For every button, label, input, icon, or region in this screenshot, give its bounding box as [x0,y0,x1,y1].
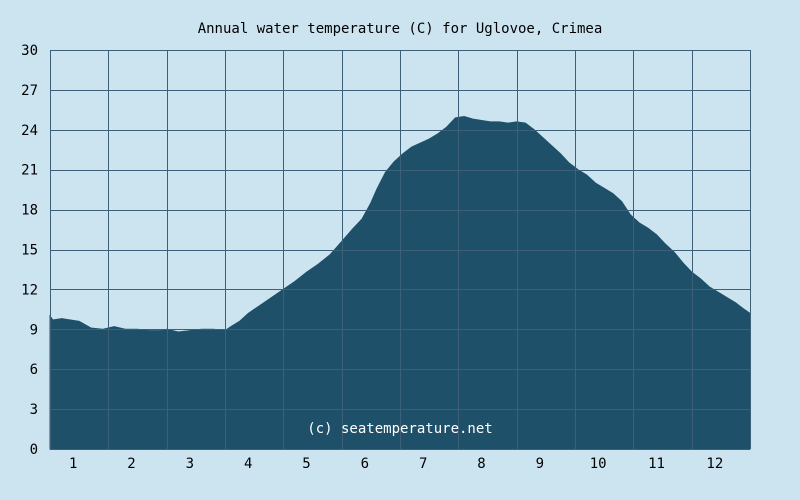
y-tick-label: 6 [30,362,38,378]
x-tick-label: 12 [706,456,723,472]
x-tick-labels: 1 2 3 4 5 6 7 8 9 10 11 12 [69,456,723,472]
x-tick-label: 4 [244,456,252,472]
y-tick-label: 3 [30,402,38,418]
x-tick-label: 3 [186,456,194,472]
y-tick-label: 27 [21,83,38,99]
grid-layer [50,50,751,450]
y-tick-label: 30 [21,43,38,59]
y-tick-label: 0 [30,442,38,458]
y-tick-label: 12 [21,282,38,298]
chart-title: Annual water temperature (C) for Uglovoe… [198,21,603,37]
y-tick-labels: 0 3 6 9 12 15 18 21 24 27 30 [21,43,38,458]
x-tick-label: 1 [69,456,77,472]
y-tick-label: 15 [21,243,38,259]
x-tick-label: 7 [419,456,427,472]
y-tick-label: 9 [30,322,38,338]
credit-watermark: (c) seatemperature.net [307,421,492,437]
x-tick-label: 2 [127,456,135,472]
y-tick-label: 24 [21,123,38,139]
x-tick-label: 5 [302,456,310,472]
x-tick-label: 10 [590,456,607,472]
x-tick-label: 6 [361,456,369,472]
x-tick-label: 11 [648,456,665,472]
y-tick-label: 18 [21,203,38,219]
x-tick-label: 9 [536,456,544,472]
x-tick-label: 8 [477,456,485,472]
y-tick-label: 21 [21,163,38,179]
